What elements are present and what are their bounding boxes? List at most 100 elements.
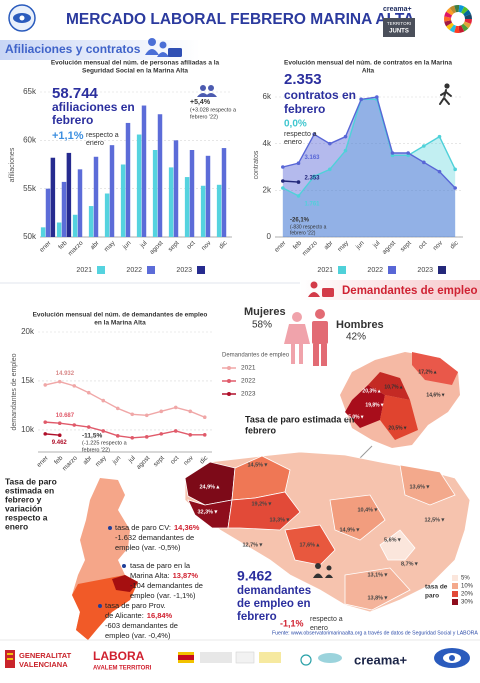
legend-label: 2021 [241, 365, 256, 372]
point [188, 409, 193, 414]
map-label: 10,4%▼ [357, 507, 378, 513]
gender-label: Hombres [336, 319, 384, 331]
x-tick-label: ener [38, 239, 53, 254]
legend-label: 2021 [76, 267, 92, 274]
bar [157, 114, 163, 237]
sdg-segment [461, 6, 469, 15]
point [281, 186, 285, 190]
point [144, 413, 149, 418]
annotation: -11,5% [82, 433, 102, 440]
point [312, 174, 316, 179]
point [43, 432, 48, 436]
dynamic-content: Evolución mensual del núm. de personas a… [5, 60, 478, 640]
regional-detail: empleo (var. -1,1%) [130, 591, 196, 600]
territori-logo-text: JUNTS [389, 29, 409, 35]
y-tick-label: 0 [267, 232, 272, 241]
territori-logo [383, 18, 415, 37]
regional-title: Tasa de paro [5, 476, 57, 486]
y-tick-label: 6k [263, 92, 272, 101]
x-tick-label: dic [199, 454, 210, 465]
x-tick-label: feb [57, 239, 69, 251]
point [57, 379, 62, 384]
sdg-segment [463, 9, 472, 17]
bar [88, 206, 94, 237]
y-tick-label: 10k [21, 425, 35, 434]
x-tick-label: may [336, 239, 350, 253]
point [101, 398, 106, 403]
map [184, 451, 471, 613]
sdg-segment [446, 7, 454, 16]
annotation: enero [284, 139, 302, 146]
x-tick-label: sept [399, 240, 413, 254]
summary-text: febrero [237, 611, 277, 623]
bar [184, 177, 190, 237]
point [173, 429, 178, 433]
regional-rate: 13,87% [173, 571, 199, 580]
map-legend-title: paro [425, 593, 439, 600]
x-tick-label: agost [135, 455, 151, 471]
point [159, 409, 164, 414]
x-tick-label: agost [148, 240, 164, 256]
data-label: 9.462 [52, 440, 68, 446]
x-tick-label: feb [53, 454, 65, 466]
point [296, 161, 301, 165]
bar [152, 150, 158, 237]
x-tick-label: sept [152, 455, 166, 469]
gender-value: 42% [346, 332, 366, 343]
map-label: 12,5%▼ [424, 517, 445, 523]
legend-label: 2023 [417, 267, 433, 274]
bar [72, 214, 78, 237]
regional-detail: -104 demandantes de [130, 581, 203, 590]
y-tick-label: 15k [21, 376, 35, 385]
sdg-segment [444, 11, 453, 18]
summary-change: -1,1% [280, 618, 304, 628]
point [159, 432, 164, 436]
x-tick-label: ener [273, 239, 288, 254]
man-icon [312, 309, 328, 366]
x-tick-label: oct [169, 455, 180, 466]
point [437, 134, 442, 139]
sdg-segment [461, 23, 469, 32]
labora-sub: AVALEM TERRITORI [93, 666, 152, 672]
x-tick-label: dic [218, 239, 229, 250]
point [72, 384, 77, 388]
legend-label: 2021 [317, 267, 333, 274]
map-legend-swatch [452, 599, 458, 605]
bar [141, 105, 147, 238]
map-label: 24,9%▲ [199, 484, 220, 490]
sdg-segment [464, 13, 472, 19]
point [43, 383, 48, 387]
bar [136, 134, 142, 237]
sdg-segment [449, 24, 457, 33]
bar [40, 227, 46, 237]
regional-label: tasa de paro en la [130, 561, 191, 570]
annotation: enero [86, 140, 104, 147]
eye-logo-pupil [19, 15, 25, 21]
point [130, 412, 135, 417]
map-region [227, 491, 301, 531]
annotation: febrero '22) [190, 114, 218, 120]
map-region [368, 372, 410, 400]
header: MERCADO LABORAL FEBRERO MARINA ALTA crea… [8, 4, 472, 37]
point [390, 151, 395, 155]
bar [66, 152, 72, 237]
regional-label: tasa de paro Prov. [105, 601, 166, 610]
sdg-segment [463, 21, 472, 29]
regional-detail: empleo (var. -0,5%) [115, 543, 181, 552]
map-label: 25,0%▼ [345, 414, 364, 420]
point [359, 97, 363, 102]
gov-logos [178, 651, 281, 664]
sdg-wheel [444, 4, 472, 33]
partner-logo [300, 653, 342, 666]
x-tick-label: sept [167, 240, 181, 254]
x-tick-label: agost [381, 240, 397, 256]
y-tick-label: 55k [23, 184, 37, 193]
map-region [412, 352, 458, 385]
summary-change-text: enero [310, 625, 328, 632]
people-icon [197, 85, 217, 97]
data-label: 3.163 [305, 155, 321, 161]
map-label: 13,6%▼ [409, 484, 430, 490]
x-tick-label: jun [111, 454, 123, 466]
annotation: febrero [284, 102, 325, 116]
bar [125, 122, 131, 237]
